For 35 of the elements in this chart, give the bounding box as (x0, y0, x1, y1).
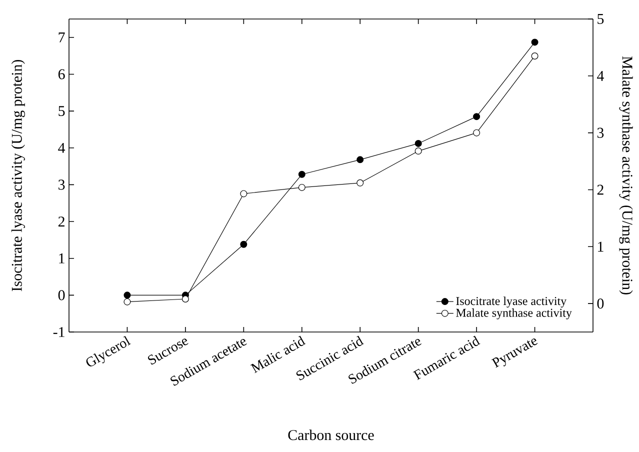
point (473, 129, 480, 136)
legend-label: Isocitrate lyase activity (456, 296, 567, 308)
y2-tick-label: 0 (597, 298, 604, 309)
point (240, 240, 248, 248)
point (414, 148, 422, 155)
y-tick-label: 4 (58, 142, 66, 153)
y-tick-label: 6 (58, 69, 65, 80)
y2-axis-title: Malate synthase activity (U/mg protein) (619, 56, 633, 294)
y2-tick-label: 3 (597, 128, 604, 138)
y2-tick-label: 2 (597, 184, 604, 195)
point (531, 52, 538, 60)
y2-tick-label: 5 (598, 14, 604, 24)
y2-tick-label: 1 (598, 242, 604, 252)
point (531, 38, 538, 46)
y-tick-label: 5 (58, 106, 65, 116)
point (473, 113, 480, 120)
point (298, 170, 306, 178)
y2-tick-label: 4 (597, 71, 604, 81)
point (298, 184, 306, 191)
legend-label: Malate synthase activity (456, 308, 572, 320)
y-tick-label: 1 (59, 253, 64, 264)
point (182, 295, 189, 302)
point (356, 156, 364, 164)
point (124, 292, 131, 299)
y-axis-title: Isocitrate lyase activity (U/mg protein) (11, 60, 25, 292)
point (124, 298, 131, 306)
y-tick-label: 7 (58, 32, 65, 42)
y-tick-label: 0 (58, 290, 65, 300)
point (240, 190, 248, 198)
y-tick-label: 3 (58, 180, 65, 190)
x-axis-title: Carbon source (288, 430, 374, 440)
point (414, 140, 422, 147)
point (356, 179, 364, 186)
y-tick-label: -1 (53, 327, 64, 337)
y-tick-label: 2 (58, 216, 64, 226)
